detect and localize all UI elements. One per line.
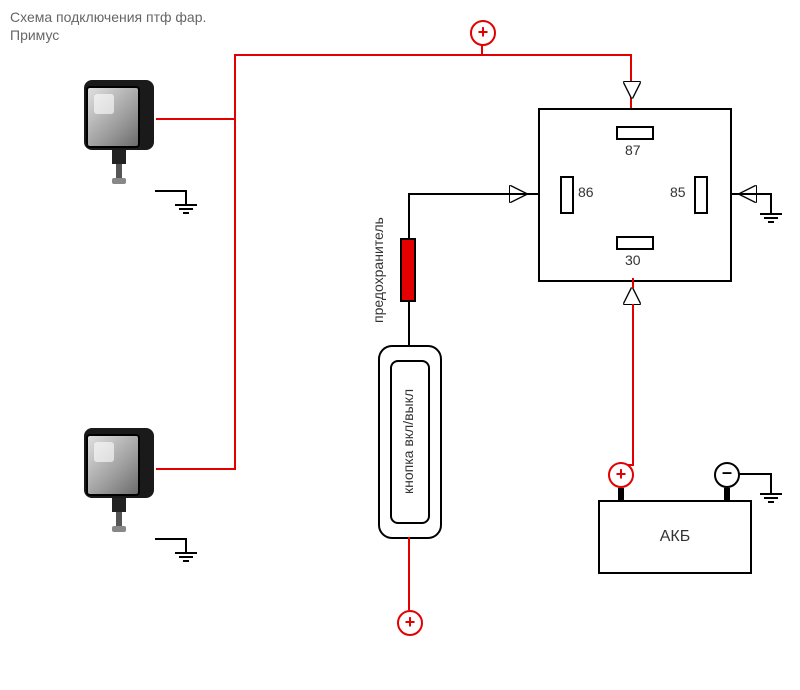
wire-power <box>234 54 236 470</box>
wire-signal <box>408 300 410 345</box>
wire-power <box>632 304 634 464</box>
arrow-icon <box>624 288 640 304</box>
fog-light-top <box>76 80 166 190</box>
ground-symbol <box>760 213 782 223</box>
wire-ground <box>185 190 187 204</box>
wire-power <box>156 118 236 120</box>
battery-post-plus <box>618 488 624 500</box>
ground-symbol <box>175 204 197 214</box>
title-line-1: Схема подключения птф фар. <box>10 8 206 26</box>
terminal-plus-icon: + <box>608 462 634 488</box>
battery-label: АКБ <box>660 529 691 545</box>
relay-pin-30 <box>616 236 654 250</box>
wire-ground <box>730 193 770 195</box>
wire-ground <box>155 190 185 192</box>
wiring-diagram: Схема подключения птф фар. Примус + 87 8… <box>0 0 800 690</box>
switch-label: кнопка вкл/выкл <box>400 368 416 514</box>
wire-power <box>632 278 634 288</box>
ground-symbol <box>760 493 782 503</box>
fog-light-bottom <box>76 428 166 538</box>
relay-pin-85 <box>694 176 708 214</box>
wire-power <box>481 44 483 56</box>
pin-label-86: 86 <box>578 184 594 200</box>
ground-symbol <box>175 552 197 562</box>
terminal-minus-icon: – <box>714 462 740 488</box>
terminal-plus-icon: + <box>397 610 423 636</box>
fuse <box>400 238 416 302</box>
wire-signal <box>408 193 410 238</box>
wire-power <box>156 468 236 470</box>
wire-signal <box>408 193 538 195</box>
battery-post-minus <box>724 488 730 500</box>
wire-power <box>408 537 410 610</box>
pin-label-85: 85 <box>670 184 686 200</box>
battery: АКБ <box>598 500 752 574</box>
wire-ground <box>738 473 770 475</box>
wire-ground <box>770 193 772 213</box>
fuse-label: предохранитель <box>370 200 386 340</box>
title-line-2: Примус <box>10 26 206 44</box>
wire-ground <box>770 473 772 493</box>
wire-ground <box>155 538 185 540</box>
relay-pin-86 <box>560 176 574 214</box>
pin-label-30: 30 <box>625 252 641 268</box>
wire-power <box>234 54 632 56</box>
diagram-title: Схема подключения птф фар. Примус <box>10 8 206 44</box>
terminal-plus-icon: + <box>470 20 496 46</box>
wire-ground <box>185 538 187 552</box>
relay-pin-87 <box>616 126 654 140</box>
arrow-icon <box>624 82 640 98</box>
pin-label-87: 87 <box>625 142 641 158</box>
